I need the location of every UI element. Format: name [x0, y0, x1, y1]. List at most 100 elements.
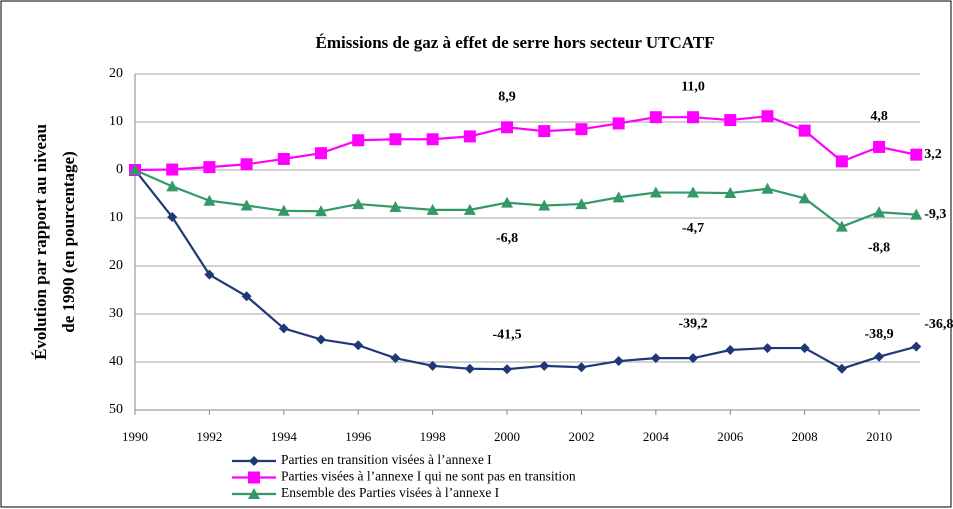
data-point: [613, 356, 624, 367]
data-point: [687, 111, 700, 124]
x-tick-label: 2004: [643, 429, 670, 444]
legend-marker: [249, 456, 259, 466]
y-tick-label: 30: [109, 306, 123, 321]
legend-marker: [248, 488, 260, 499]
y-tick-label: 10: [109, 114, 123, 129]
data-label: -8,8: [868, 240, 890, 255]
data-point: [538, 199, 551, 211]
data-label: -9,3: [924, 207, 946, 222]
x-tick-label: 2010: [866, 429, 892, 444]
data-point: [426, 203, 439, 215]
data-label: -41,5: [492, 327, 521, 342]
data-point: [649, 111, 662, 124]
x-tick-label: 1990: [122, 429, 148, 444]
y-tick-label: 40: [109, 354, 123, 369]
data-label: -6,8: [496, 231, 518, 246]
data-point: [798, 192, 811, 204]
data-point: [463, 130, 476, 143]
data-point: [873, 206, 886, 218]
data-point: [390, 353, 401, 364]
data-label: 8,9: [498, 89, 516, 104]
data-point: [352, 198, 365, 210]
data-point: [874, 351, 885, 362]
data-point: [426, 133, 439, 146]
y-axis-label: Évolution par rapport au niveau: [31, 124, 50, 360]
data-point: [612, 191, 625, 203]
data-point: [725, 345, 736, 355]
data-point: [762, 343, 773, 354]
data-point: [427, 360, 438, 371]
data-point: [315, 205, 328, 217]
legend-label: Parties en transition visées à l’annexe …: [281, 452, 492, 467]
data-point: [836, 363, 847, 374]
data-point: [650, 353, 661, 364]
y-tick-label: 20: [109, 258, 123, 273]
x-tick-label: 1998: [420, 429, 446, 444]
data-point: [687, 186, 700, 198]
data-point: [240, 158, 253, 171]
data-point: [575, 123, 588, 136]
data-point: [799, 343, 810, 354]
series-line: [134, 115, 917, 172]
x-tick-label: 2002: [568, 429, 594, 444]
y-tick-label: 50: [109, 402, 123, 417]
data-point: [501, 196, 514, 208]
data-point: [798, 124, 811, 137]
data-point: [873, 140, 886, 153]
data-point: [724, 187, 737, 199]
data-point: [761, 182, 774, 194]
x-tick-label: 2006: [717, 429, 744, 444]
data-point: [166, 180, 179, 192]
x-tick-label: 1996: [345, 429, 372, 444]
legend-label: Parties visées à l’annexe I qui ne sont …: [281, 469, 576, 484]
data-point: [910, 208, 923, 220]
data-point: [649, 186, 662, 198]
y-tick-label: 20: [109, 66, 123, 81]
data-label: -39,2: [678, 316, 707, 331]
data-point: [240, 199, 253, 211]
data-point: [911, 341, 922, 352]
data-point: [277, 152, 290, 165]
data-point: [241, 291, 252, 302]
data-point: [761, 110, 774, 123]
data-point: [203, 161, 216, 174]
data-label: 11,0: [681, 79, 705, 94]
data-point: [575, 198, 588, 210]
data-label: -4,7: [682, 221, 704, 236]
legend-marker: [248, 471, 260, 484]
data-point: [315, 147, 328, 160]
data-point: [204, 269, 215, 280]
data-point: [278, 323, 289, 334]
data-point: [688, 353, 699, 364]
x-tick-label: 2000: [494, 429, 520, 444]
data-point: [203, 194, 216, 206]
data-point: [463, 203, 476, 215]
data-point: [576, 362, 587, 373]
y-tick-label: 0: [116, 162, 123, 177]
data-point: [502, 364, 513, 375]
data-point: [539, 360, 550, 371]
data-label: -36,8: [924, 317, 953, 332]
data-point: [316, 334, 327, 345]
data-point: [129, 164, 141, 175]
x-tick-label: 1994: [271, 429, 298, 444]
data-point: [389, 200, 402, 212]
data-point: [835, 155, 848, 168]
series-line: [134, 168, 917, 228]
chart-title: Émissions de gaz à effet de serre hors s…: [316, 33, 715, 52]
data-point: [538, 125, 551, 138]
legend-label: Ensemble des Parties visées à l’annexe I: [281, 485, 500, 500]
y-tick-label: 10: [109, 210, 123, 225]
data-point: [167, 212, 178, 223]
data-point: [353, 340, 364, 351]
data-point: [612, 117, 625, 130]
x-tick-label: 2008: [792, 429, 818, 444]
data-point: [724, 114, 737, 127]
data-label: -38,9: [864, 327, 893, 342]
data-point: [464, 363, 475, 374]
series-line: [134, 169, 917, 371]
data-point: [910, 148, 923, 161]
y-axis-label: de 1990 (en pourcentage): [59, 151, 78, 332]
